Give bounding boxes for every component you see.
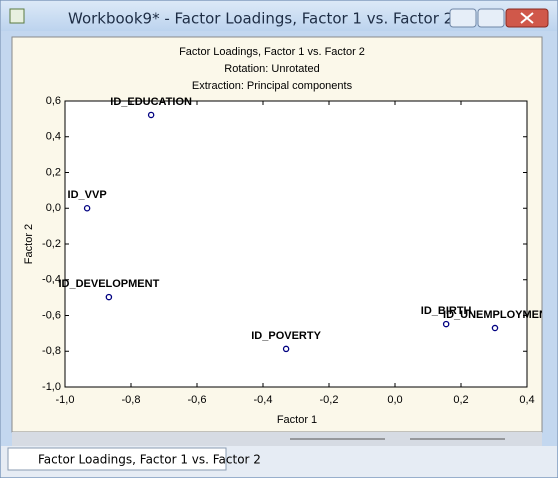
y-tick-label: -0,8 (42, 345, 61, 357)
point (83, 204, 91, 212)
point (442, 320, 450, 328)
minimize-button[interactable] (449, 8, 477, 28)
tab[interactable] (7, 447, 227, 471)
y-tick-label: -0,4 (42, 274, 61, 286)
y-tick-label: 0,0 (46, 202, 61, 214)
x-tick-label: -0,4 (254, 394, 273, 406)
y-tick-label: -1,0 (42, 381, 61, 393)
point-label: ID_VVP (68, 189, 107, 201)
point-label: ID_UNEMPLOYMEN (443, 309, 547, 321)
chart-subtitle: Rotation: Unrotated (224, 63, 319, 75)
y-tick-label: -0,6 (42, 309, 61, 321)
point (147, 111, 155, 119)
x-tick-label: 0,2 (453, 394, 468, 406)
tab-label: Factor Loadings, Factor 1 vs. Factor 2 (38, 453, 261, 467)
marks: ID_EDUCATION ID_VVP ID_DEVELOPMENT ID_POVER… (58, 96, 547, 353)
y-tick-label: -0,2 (42, 238, 61, 250)
point (105, 293, 113, 301)
y-tick-label: 0,2 (46, 166, 61, 178)
window-title: Workbook9* - Factor Loadings, Factor 1 v… (68, 10, 453, 28)
point-label: ID_POVERTY (251, 330, 321, 342)
app-icon (9, 8, 25, 24)
chart-toolbar (12, 432, 542, 446)
x-tick-label: 0,0 (387, 394, 402, 406)
x-tick-label: -0,2 (320, 394, 339, 406)
point (282, 345, 290, 353)
chart-subtitle: Extraction: Principal components (192, 80, 353, 92)
x-tick-label: -1,0 (56, 394, 75, 406)
plot-area (64, 100, 528, 388)
point (491, 324, 499, 332)
point-label: ID_EDUCATION (110, 96, 192, 108)
close-icon (520, 12, 534, 24)
y-tick-label: 0,4 (46, 131, 61, 143)
y-tick-label: 0,6 (46, 95, 61, 107)
point-label: ID_DEVELOPMENT (58, 278, 159, 290)
chart-title: Factor Loadings, Factor 1 vs. Factor 2 (179, 46, 365, 58)
x-axis-label: Factor 1 (277, 414, 317, 426)
x-tick-label: 0,4 (519, 394, 534, 406)
x-tick-label: -0,8 (122, 394, 141, 406)
x-tick-label: -0,6 (188, 394, 207, 406)
maximize-button[interactable] (477, 8, 505, 28)
y-axis-label: Factor 2 (23, 224, 35, 264)
point-label: ID_BIRTH (421, 305, 472, 317)
